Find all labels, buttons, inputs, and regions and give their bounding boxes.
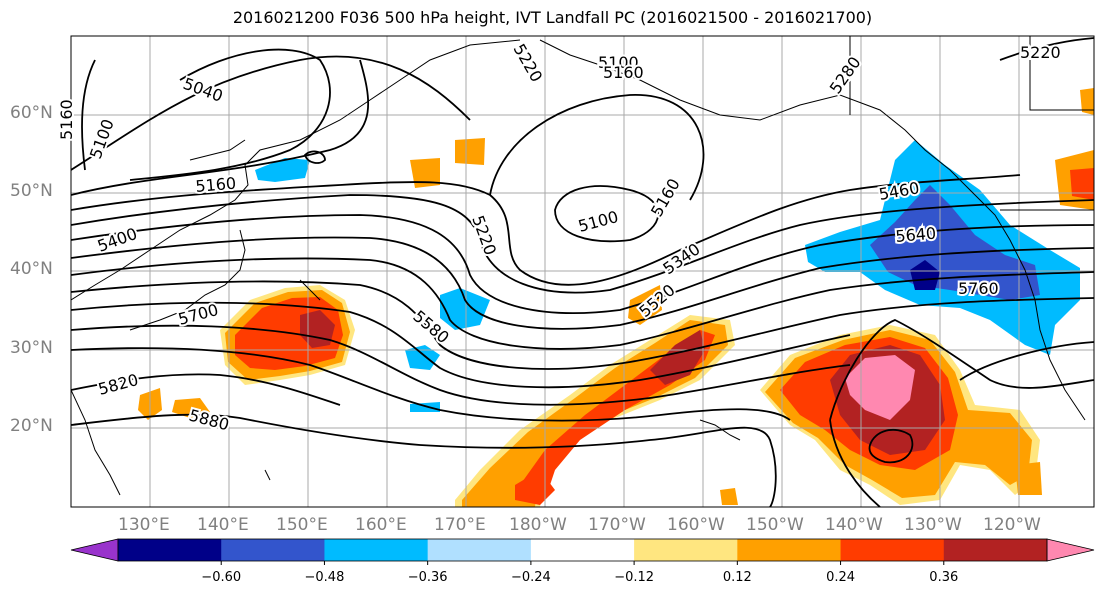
colorbar-tick-label: −0.24 — [511, 570, 551, 585]
contour-label: 5160 — [647, 175, 684, 220]
contour-label: 5100 — [576, 207, 620, 236]
contour-label: 5160 — [57, 99, 76, 140]
lon-label-120w: 120°W — [983, 515, 1041, 535]
lon-label-170w: 170°W — [588, 515, 646, 535]
lon-label-150e: 150°E — [276, 515, 328, 535]
lon-label-130e: 130°E — [118, 515, 170, 535]
lat-label-20n: 20°N — [10, 416, 53, 436]
contour-label: 5220 — [1020, 43, 1061, 62]
contour-label: 5040 — [181, 74, 226, 106]
map-frame — [70, 35, 1095, 508]
contour-label: 5100 — [598, 53, 639, 72]
contour-label: 5700 — [176, 300, 220, 329]
colorbar-segment — [943, 539, 1048, 561]
lon-label-130w: 130°W — [904, 515, 962, 535]
lat-label-60n: 60°N — [10, 103, 53, 123]
colorbar-segment — [221, 539, 325, 561]
colorbar-tick-label: 0.12 — [723, 570, 752, 585]
colorbar-tick-label: −0.48 — [305, 570, 345, 585]
contour-label: 5160 — [603, 63, 644, 82]
lat-label-40n: 40°N — [10, 259, 53, 279]
colorbar-tick-label: −0.36 — [408, 570, 448, 585]
lon-label-170e: 170°E — [434, 515, 486, 535]
contour-label: 5880 — [187, 406, 231, 435]
contour-label: 5280 — [826, 53, 865, 97]
contour-label-halo: 5220 — [1020, 43, 1061, 62]
colorbar-tick-label: −0.12 — [614, 570, 654, 585]
lon-label-160e: 160°E — [355, 515, 407, 535]
contour-label-halo: 5160 — [57, 99, 76, 140]
contour-label-halo: 5760 — [958, 279, 999, 298]
colorbar: −0.60 −0.48 −0.36 −0.24 −0.12 0.12 0.24 0.36 — [70, 538, 1095, 585]
contour-label: 5160 — [195, 174, 237, 196]
graticule — [71, 36, 1094, 507]
colorbar-segment — [737, 539, 842, 561]
colorbar-extend-max — [1046, 538, 1095, 562]
lon-label-140w: 140°W — [825, 515, 883, 535]
contour-label: 5220 — [468, 213, 500, 258]
contour-label: 5760 — [958, 279, 999, 298]
colorbar-extend-min — [70, 538, 119, 562]
lon-label-150w: 150°W — [746, 515, 804, 535]
contour-label: 5220 — [510, 41, 547, 86]
height-contours — [71, 37, 1094, 507]
colorbar-tick-label: 0.36 — [929, 570, 958, 585]
lon-label-160w: 160°W — [667, 515, 725, 535]
contour-label-halo: 5100 — [598, 53, 639, 72]
colorbar-segment — [118, 539, 222, 561]
colorbar-frame — [117, 538, 1048, 562]
colorbar-segment — [634, 539, 738, 561]
contour-label: 5640 — [895, 224, 937, 246]
colorbar-segment — [530, 539, 635, 561]
colorbar-tick-label: 0.24 — [826, 570, 855, 585]
colorbar-segment — [840, 539, 945, 561]
contour-label: 5820 — [96, 370, 140, 399]
contour-label-halo: 5160 — [603, 63, 644, 82]
lat-label-30n: 30°N — [10, 338, 53, 358]
colorbar-tick-label: −0.60 — [201, 570, 241, 585]
ivt-shading-positive — [138, 88, 1094, 507]
lon-label-140e: 140°E — [197, 515, 249, 535]
lon-label-180w: 180°W — [509, 515, 567, 535]
colorbar-segment — [324, 539, 429, 561]
lat-label-50n: 50°N — [10, 181, 53, 201]
contour-label: 5100 — [86, 117, 118, 162]
map-title: 2016021200 F036 500 hPa height, IVT Land… — [232, 8, 873, 27]
colorbar-segment — [427, 539, 532, 561]
contour-label: 5340 — [659, 239, 703, 278]
